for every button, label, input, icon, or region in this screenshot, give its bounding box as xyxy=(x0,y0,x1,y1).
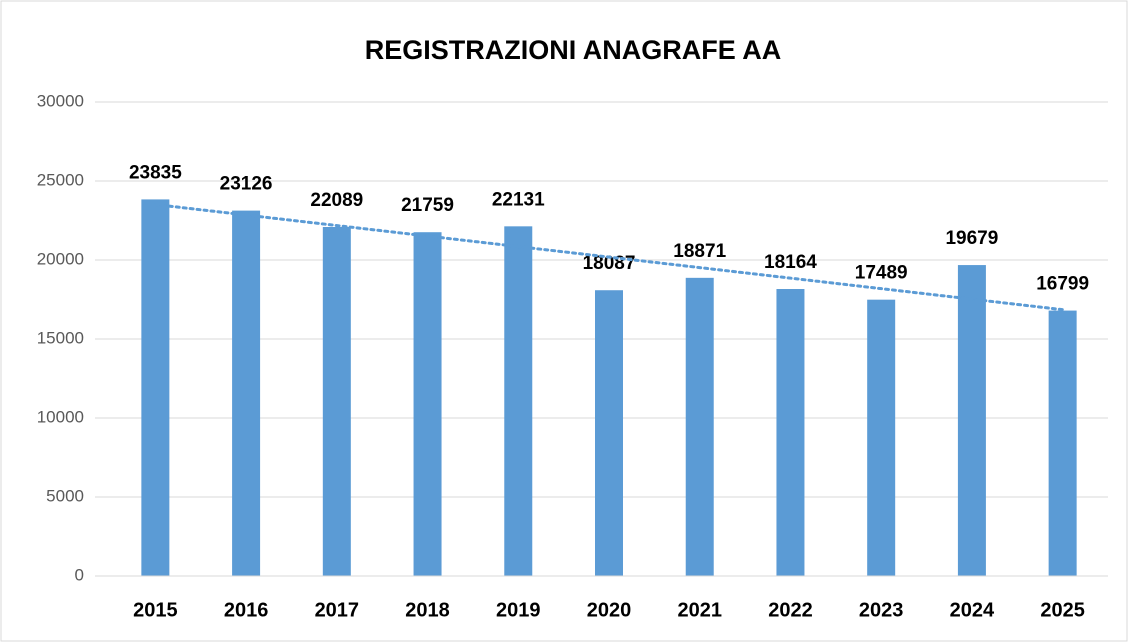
x-tick-label: 2015 xyxy=(133,599,178,621)
x-tick-label: 2016 xyxy=(224,599,269,621)
x-tick-label: 2019 xyxy=(496,599,541,621)
data-label: 22089 xyxy=(310,190,363,211)
x-tick-label: 2017 xyxy=(315,599,360,621)
chart-title: REGISTRAZIONI ANAGRAFE AA xyxy=(365,35,782,65)
data-label: 21759 xyxy=(401,195,454,216)
data-label: 16799 xyxy=(1036,274,1089,295)
bar xyxy=(867,299,896,576)
trendline xyxy=(153,203,1065,312)
data-label: 18871 xyxy=(673,241,726,262)
bar xyxy=(776,289,805,576)
bar xyxy=(1048,310,1077,576)
x-tick-label: 2024 xyxy=(950,599,995,621)
bar xyxy=(322,226,351,576)
y-tick-label: 15000 xyxy=(37,328,84,347)
data-label: 23835 xyxy=(129,162,182,183)
bar xyxy=(957,265,986,576)
y-tick-label: 10000 xyxy=(37,407,84,426)
y-tick-label: 0 xyxy=(75,565,84,584)
x-tick-label: 2018 xyxy=(405,599,450,621)
bar xyxy=(504,226,533,576)
y-tick-label: 5000 xyxy=(46,486,84,505)
bar xyxy=(413,232,442,576)
y-tick-label: 30000 xyxy=(37,91,84,110)
x-tick-label: 2022 xyxy=(768,599,813,621)
data-label: 17489 xyxy=(855,263,908,284)
bar xyxy=(232,210,261,577)
data-label: 23126 xyxy=(220,174,273,195)
x-tick-label: 2023 xyxy=(859,599,904,621)
data-label: 19679 xyxy=(945,228,998,249)
bar xyxy=(685,277,714,576)
x-tick-label: 2025 xyxy=(1040,599,1085,621)
bar xyxy=(141,199,170,577)
y-tick-label: 20000 xyxy=(37,249,84,268)
x-tick-label: 2020 xyxy=(587,599,632,621)
data-label: 22131 xyxy=(492,189,545,210)
x-tick-label: 2021 xyxy=(677,599,722,621)
y-tick-label: 25000 xyxy=(37,170,84,189)
bar xyxy=(595,290,623,576)
data-label: 18164 xyxy=(764,252,817,273)
